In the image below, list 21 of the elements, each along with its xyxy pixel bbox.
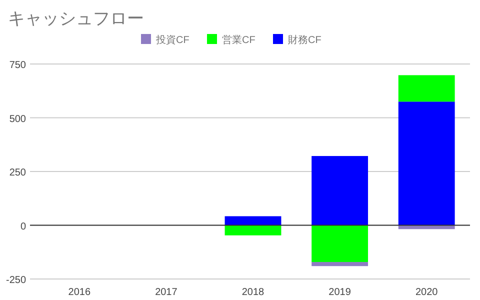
x-tick-label: 2017: [155, 287, 178, 298]
y-tick-label: 0: [20, 221, 26, 232]
legend-label: 投資CF: [155, 34, 190, 46]
bar: [312, 262, 368, 266]
x-tick-label: 2016: [68, 287, 91, 298]
bar: [224, 225, 282, 236]
bar: [312, 156, 368, 226]
x-tick-label: 2018: [242, 287, 265, 298]
y-tick-label: -250: [6, 275, 26, 286]
y-tick-label: 250: [9, 168, 26, 178]
x-tick-label: 2020: [415, 287, 438, 298]
legend-label: 財務CF: [288, 34, 322, 46]
bar: [398, 102, 455, 226]
legend-label: 営業CF: [222, 34, 256, 46]
bar: [398, 75, 455, 102]
x-tick-label: 2019: [328, 287, 352, 298]
bar: [312, 225, 368, 262]
y-tick-label: 750: [9, 60, 26, 71]
bar: [224, 216, 282, 226]
chart-title: キャッシュフロー: [8, 9, 144, 28]
y-tick-label: 500: [9, 114, 26, 125]
